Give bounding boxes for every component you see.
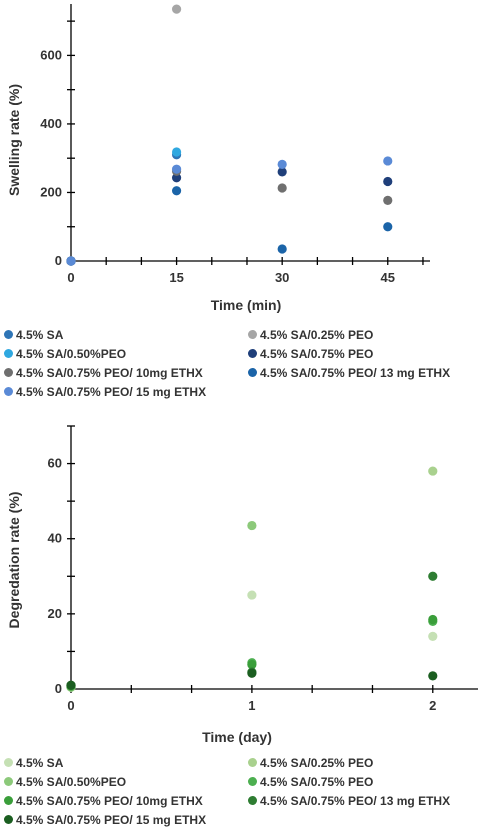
data-point-series-7 bbox=[171, 164, 182, 174]
legend-marker bbox=[4, 815, 13, 825]
y-tick-label: 0 bbox=[55, 681, 62, 696]
y-tick-label: 600 bbox=[40, 47, 62, 62]
data-point-series-1 bbox=[247, 590, 257, 600]
data-point-series-7 bbox=[66, 256, 76, 266]
y-tick-label: 400 bbox=[40, 116, 62, 131]
legend-item: 4.5% SA/0.75% PEO bbox=[248, 347, 373, 361]
data-point-series-5 bbox=[383, 195, 393, 205]
legend-item: 4.5% SA bbox=[4, 756, 63, 770]
swelling-chart: 0 200 400 600 0 15 30 45 Swelling rate (%) Time… bbox=[6, 4, 430, 313]
x-tick-label: 0 bbox=[67, 270, 74, 285]
data-point-series-6 bbox=[428, 571, 438, 581]
legend-label: 4.5% SA/0.75% PEO/ 10mg ETHX bbox=[16, 366, 203, 380]
legend-label: 4.5% SA/0.75% PEO/ 10mg ETHX bbox=[16, 794, 203, 808]
legend-label: 4.5% SA bbox=[16, 756, 64, 770]
legend-label: 4.5% SA/0.50%PEO bbox=[16, 775, 127, 789]
legend-label: 4.5% SA bbox=[16, 328, 64, 342]
x-tick-label: 0 bbox=[67, 698, 74, 713]
data-point-series-1 bbox=[428, 631, 438, 641]
data-point-series-4 bbox=[171, 173, 182, 183]
data-point-series-3 bbox=[247, 520, 257, 531]
legend-marker bbox=[4, 796, 13, 806]
legend-marker bbox=[4, 368, 13, 378]
legend-item: 4.5% SA/0.75% PEO/ 13 mg ETHX bbox=[248, 366, 450, 380]
data-point-series-7 bbox=[247, 668, 257, 678]
legend-marker bbox=[248, 796, 257, 806]
legend-marker bbox=[4, 387, 13, 397]
legend-item: 4.5% SA/0.75% PEO/ 10mg ETHX bbox=[4, 366, 203, 380]
legend-label: 4.5% SA/0.75% PEO/ 15 mg ETHX bbox=[16, 813, 207, 827]
data-point-series-5 bbox=[428, 614, 438, 625]
legend-item: 4.5% SA/0.75% PEO bbox=[248, 775, 373, 789]
legend-label: 4.5% SA/0.75% PEO bbox=[260, 775, 374, 789]
data-point-series-7 bbox=[277, 159, 287, 169]
x-tick-label: 1 bbox=[248, 698, 255, 713]
x-tick-label: 45 bbox=[381, 270, 395, 285]
legend-item: 4.5% SA/0.75% PEO/ 15 mg ETHX bbox=[4, 813, 206, 827]
data-point-series-7 bbox=[428, 671, 438, 681]
legend-item: 4.5% SA/0.50%PEO bbox=[4, 775, 126, 789]
legend-item: 4.5% SA/0.75% PEO/ 13 mg ETHX bbox=[248, 794, 450, 808]
data-point-series-2 bbox=[428, 466, 438, 476]
legend-marker bbox=[248, 349, 257, 359]
legend-marker bbox=[4, 777, 13, 787]
x-tick-label: 30 bbox=[275, 270, 289, 285]
data-point-series-4 bbox=[383, 176, 393, 187]
y-tick-label: 0 bbox=[55, 253, 62, 268]
legend-marker bbox=[4, 349, 13, 359]
x-tick-label: 2 bbox=[429, 698, 436, 713]
data-point-series-7 bbox=[66, 680, 76, 690]
swelling-legend: 4.5% SA 4.5% SA/0.25% PEO 4.5% SA/0.50%PEO… bbox=[0, 328, 484, 408]
data-point-series-5 bbox=[247, 659, 257, 670]
legend-marker bbox=[248, 368, 257, 378]
data-point-series-7 bbox=[383, 156, 393, 166]
legend-marker bbox=[248, 777, 257, 787]
legend-label: 4.5% SA/0.50%PEO bbox=[16, 347, 127, 361]
data-point-series-3 bbox=[171, 147, 182, 157]
y-tick-label: 60 bbox=[48, 456, 62, 471]
legend-label: 4.5% SA/0.25% PEO bbox=[260, 328, 374, 342]
x-axis-title: Time (day) bbox=[202, 729, 272, 745]
x-axis-title: Time (min) bbox=[211, 297, 282, 313]
data-point-series-4 bbox=[277, 167, 287, 177]
legend-label: 4.5% SA/0.75% PEO/ 13 mg ETHX bbox=[260, 794, 451, 808]
y-tick-label: 20 bbox=[48, 606, 62, 621]
legend-label: 4.5% SA/0.25% PEO bbox=[260, 756, 374, 770]
legend-label: 4.5% SA/0.75% PEO bbox=[260, 347, 374, 361]
legend-label: 4.5% SA/0.75% PEO/ 15 mg ETHX bbox=[16, 385, 207, 399]
degradation-chart: 0 20 40 60 0 1 2 Degredation rate (%) Time (da… bbox=[6, 425, 478, 745]
degradation-legend: 4.5% SA 4.5% SA/0.25% PEO 4.5% SA/0.50%PEO… bbox=[0, 756, 484, 833]
x-tick-label: 15 bbox=[169, 270, 183, 285]
y-axis-title: Swelling rate (%) bbox=[6, 84, 22, 196]
legend-marker bbox=[4, 758, 13, 768]
data-point-series-6 bbox=[171, 186, 182, 196]
y-axis-title: Degredation rate (%) bbox=[6, 492, 22, 629]
data-point-series-6 bbox=[383, 222, 393, 232]
legend-marker bbox=[248, 758, 257, 768]
y-tick-label: 200 bbox=[40, 184, 62, 199]
legend-item: 4.5% SA/0.25% PEO bbox=[248, 328, 373, 342]
legend-item: 4.5% SA/0.25% PEO bbox=[248, 756, 373, 770]
y-tick-label: 40 bbox=[48, 531, 62, 546]
legend-item: 4.5% SA bbox=[4, 328, 63, 342]
legend-label: 4.5% SA/0.75% PEO/ 13 mg ETHX bbox=[260, 366, 451, 380]
data-point-series-2 bbox=[171, 4, 182, 14]
data-point-series-6 bbox=[277, 244, 287, 254]
legend-marker bbox=[248, 330, 257, 340]
legend-marker bbox=[4, 330, 13, 340]
legend-item: 4.5% SA/0.75% PEO/ 10mg ETHX bbox=[4, 794, 203, 808]
legend-item: 4.5% SA/0.75% PEO/ 15 mg ETHX bbox=[4, 385, 206, 399]
legend-item: 4.5% SA/0.50%PEO bbox=[4, 347, 126, 361]
data-point-series-5 bbox=[277, 183, 287, 193]
